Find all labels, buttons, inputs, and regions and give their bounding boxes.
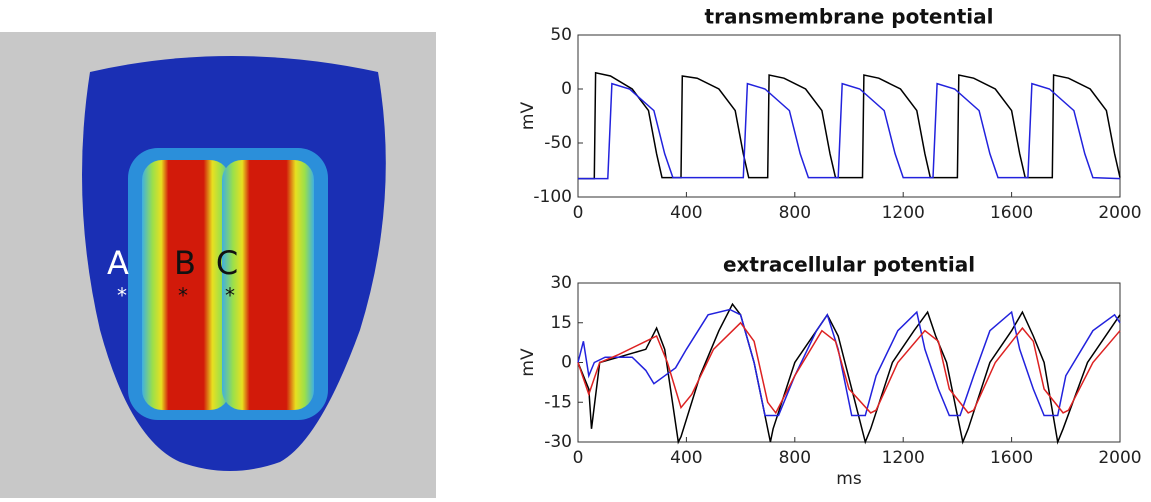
point-label: B [174, 244, 196, 282]
x-axis-label: ms [836, 469, 862, 489]
chart-title: extracellular potential [723, 253, 975, 277]
point-marker: * [117, 284, 127, 308]
plot-frame [577, 34, 1121, 198]
y-axis-label: mV [518, 348, 538, 377]
y-tick-label: -50 [544, 133, 572, 153]
y-tick-label: 0 [561, 353, 572, 373]
heart-image: A * B * C * [0, 32, 436, 498]
y-tick-label: 50 [550, 25, 572, 45]
point-label: A [107, 244, 129, 282]
plot-frame [577, 282, 1121, 443]
y-tick-label: 15 [550, 313, 572, 333]
x-tick-label: 2000 [1098, 448, 1141, 468]
x-tick-label: 1200 [882, 448, 925, 468]
x-tick-label: 2000 [1098, 203, 1141, 223]
x-tick-label: 1200 [882, 203, 925, 223]
x-tick-label: 400 [670, 448, 702, 468]
y-tick-label: -100 [533, 187, 572, 207]
y-tick-label: -15 [544, 392, 572, 412]
chart-title: transmembrane potential [705, 5, 994, 29]
series-line [578, 82, 1121, 180]
x-tick-label: 1600 [990, 448, 1033, 468]
y-tick-label: 30 [550, 273, 572, 293]
x-tick-label: 400 [670, 203, 702, 223]
y-axis-label: mV [518, 102, 538, 131]
point-label: C [216, 244, 238, 282]
y-tick-label: 0 [561, 79, 572, 99]
region-right [222, 160, 314, 410]
x-tick-label: 800 [779, 448, 811, 468]
x-tick-label: 0 [573, 203, 584, 223]
x-tick-label: 1600 [990, 203, 1033, 223]
x-tick-label: 0 [573, 448, 584, 468]
region-left [142, 160, 230, 410]
point-marker: * [178, 284, 188, 308]
series-line [577, 321, 1121, 415]
y-tick-label: -30 [544, 432, 572, 452]
x-tick-label: 800 [779, 203, 811, 223]
point-marker: * [225, 284, 235, 308]
